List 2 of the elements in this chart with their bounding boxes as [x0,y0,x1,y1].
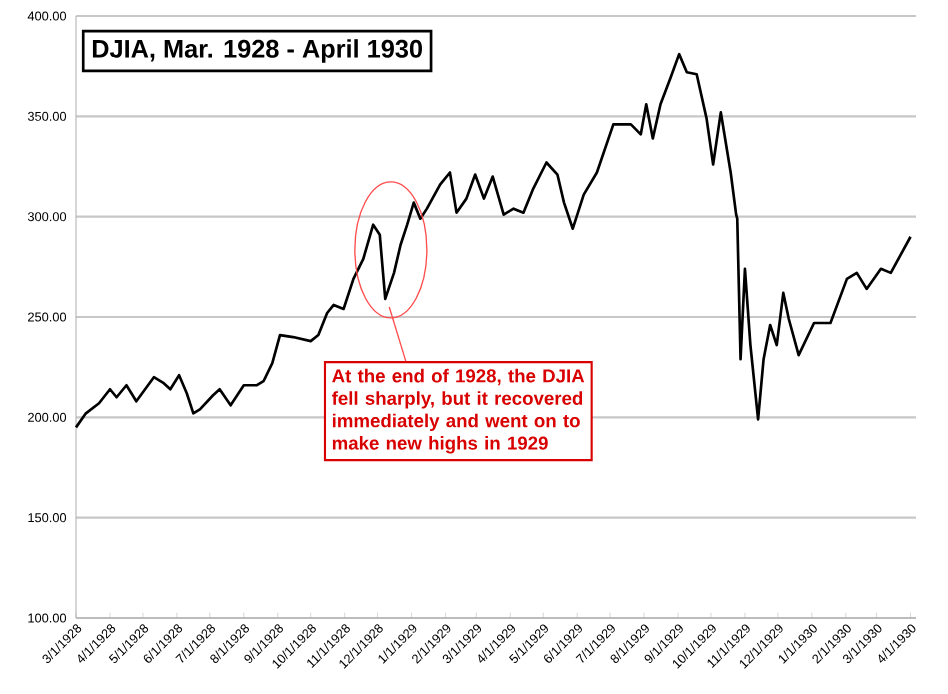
text: DJIA, Mar. 1928 - April 1930 [92,39,422,63]
annotation: At the end of 1928, the DJIA fell sharply, but it recovered immediately and went on to make new highs in 1929 [331,368,585,454]
